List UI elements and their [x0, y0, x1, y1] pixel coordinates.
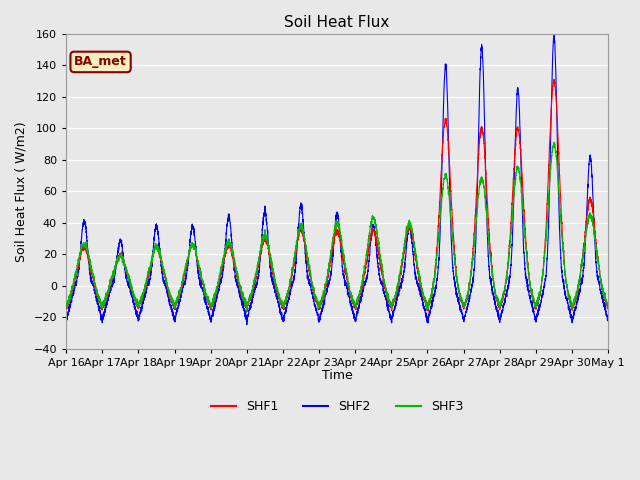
Y-axis label: Soil Heat Flux ( W/m2): Soil Heat Flux ( W/m2): [15, 121, 28, 262]
Legend: SHF1, SHF2, SHF3: SHF1, SHF2, SHF3: [206, 396, 468, 418]
Title: Soil Heat Flux: Soil Heat Flux: [284, 15, 390, 30]
X-axis label: Time: Time: [322, 370, 353, 383]
Text: BA_met: BA_met: [74, 56, 127, 69]
